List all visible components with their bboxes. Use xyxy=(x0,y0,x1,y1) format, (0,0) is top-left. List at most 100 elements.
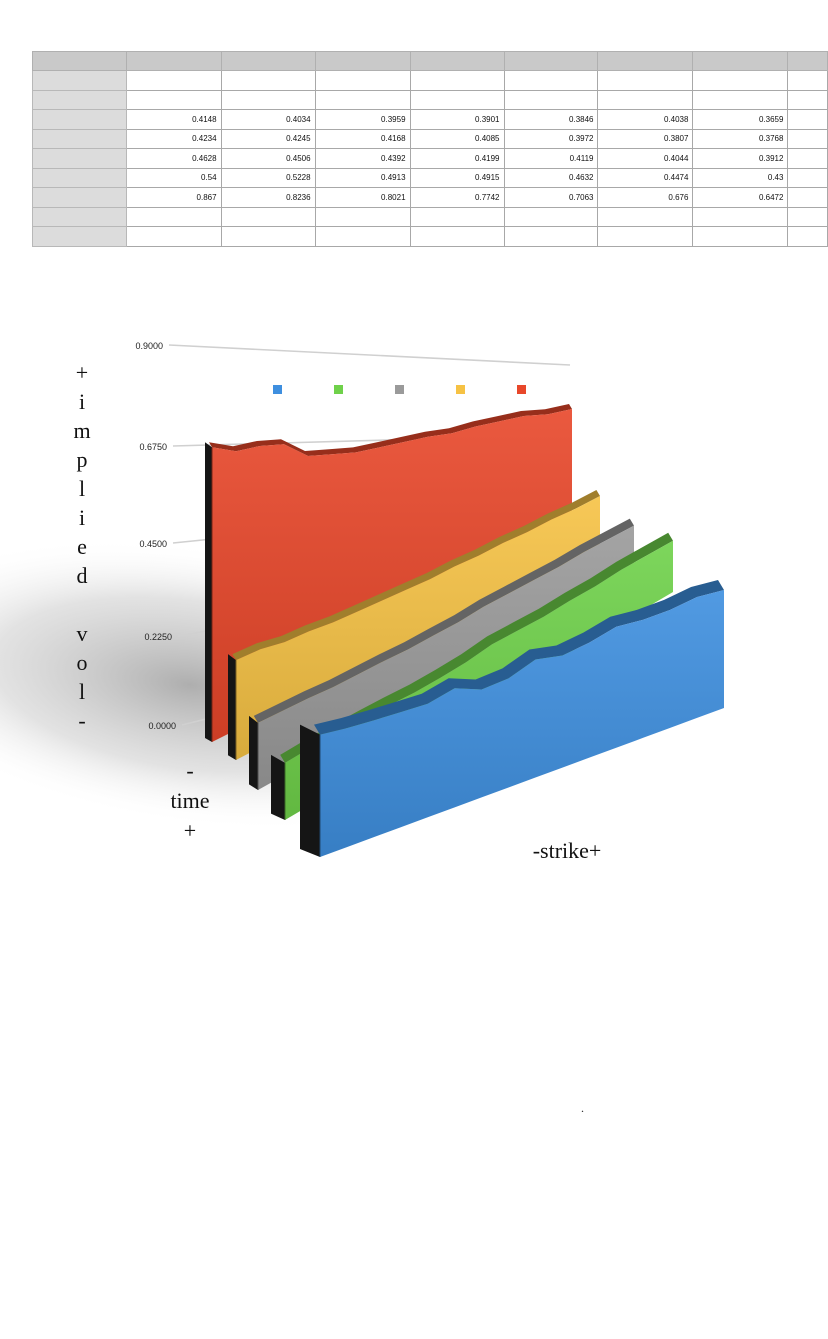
row-header[interactable] xyxy=(32,148,127,169)
sheet-cell[interactable] xyxy=(787,187,828,208)
spreadsheet-table: 0.4148 0.4034 0.3959 0.3901 0.3846 0.4038 0.36… xyxy=(32,51,828,247)
sheet-cell[interactable] xyxy=(409,206,505,227)
sheet-cell[interactable]: 0.3846 xyxy=(503,109,599,130)
sheet-cell[interactable] xyxy=(787,70,828,91)
sheet-cell[interactable] xyxy=(314,89,411,110)
row-header[interactable] xyxy=(32,89,127,110)
sheet-cell[interactable]: 0.4474 xyxy=(597,167,694,188)
column-header[interactable] xyxy=(125,51,222,71)
sheet-cell[interactable]: 0.4632 xyxy=(503,167,599,188)
column-header[interactable] xyxy=(692,51,789,71)
row-header[interactable] xyxy=(32,167,127,188)
sheet-cell[interactable]: 0.8236 xyxy=(220,187,316,208)
sheet-cell[interactable]: 0.867 xyxy=(125,187,222,208)
row-header[interactable] xyxy=(32,70,127,91)
column-header[interactable] xyxy=(409,51,505,71)
sheet-cell[interactable] xyxy=(503,89,599,110)
sheet-cell[interactable]: 0.3912 xyxy=(692,148,789,169)
sheet-cell[interactable] xyxy=(125,206,222,227)
sheet-cell[interactable]: 0.3972 xyxy=(503,128,599,149)
sheet-cell[interactable]: 0.3959 xyxy=(314,109,411,130)
sheet-cell[interactable]: 0.4119 xyxy=(503,148,599,169)
sheet-cell[interactable]: 0.4245 xyxy=(220,128,316,149)
sheet-cell[interactable] xyxy=(692,226,789,247)
sheet-cell[interactable] xyxy=(597,70,694,91)
sheet-cell[interactable]: 0.4913 xyxy=(314,167,411,188)
sheet-row xyxy=(32,89,828,110)
gridline xyxy=(168,344,571,366)
sheet-cell[interactable]: 0.6472 xyxy=(692,187,789,208)
sheet-cell[interactable]: 0.4199 xyxy=(409,148,505,169)
sheet-cell[interactable]: 0.7742 xyxy=(409,187,505,208)
row-header[interactable] xyxy=(32,128,127,149)
sheet-cell[interactable] xyxy=(597,89,694,110)
sheet-cell[interactable] xyxy=(597,206,694,227)
sheet-cell[interactable] xyxy=(692,206,789,227)
sheet-cell[interactable] xyxy=(314,226,411,247)
sheet-cell[interactable]: 0.3659 xyxy=(692,109,789,130)
sheet-cell[interactable] xyxy=(787,148,828,169)
column-header[interactable] xyxy=(314,51,411,71)
sheet-cell[interactable] xyxy=(787,89,828,110)
sheet-cell[interactable]: 0.3807 xyxy=(597,128,694,149)
sheet-cell[interactable] xyxy=(220,89,316,110)
sheet-cell[interactable]: 0.7063 xyxy=(503,187,599,208)
row-header[interactable] xyxy=(32,226,127,247)
sheet-cell[interactable]: 0.4392 xyxy=(314,148,411,169)
sheet-cell[interactable] xyxy=(314,70,411,91)
sheet-cell[interactable]: 0.4038 xyxy=(597,109,694,130)
sheet-cell[interactable]: 0.4044 xyxy=(597,148,694,169)
sheet-cell[interactable] xyxy=(409,70,505,91)
y-axis-label-char: d xyxy=(77,563,88,588)
sheet-cell[interactable] xyxy=(692,70,789,91)
row-header[interactable] xyxy=(32,206,127,227)
sheet-cell[interactable] xyxy=(409,89,505,110)
sheet-cell[interactable] xyxy=(409,226,505,247)
column-header[interactable] xyxy=(787,51,828,71)
sheet-cell[interactable] xyxy=(220,206,316,227)
column-header[interactable] xyxy=(32,51,127,71)
sheet-cell[interactable]: 0.3901 xyxy=(409,109,505,130)
sheet-cell[interactable]: 0.676 xyxy=(597,187,694,208)
sheet-cell[interactable]: 0.4915 xyxy=(409,167,505,188)
y-axis-label-char: i xyxy=(79,389,85,414)
sheet-cell[interactable]: 0.5228 xyxy=(220,167,316,188)
sheet-cell[interactable] xyxy=(503,70,599,91)
sheet-cell[interactable]: 0.43 xyxy=(692,167,789,188)
sheet-cell[interactable] xyxy=(125,226,222,247)
sheet-cell[interactable]: 0.4148 xyxy=(125,109,222,130)
sheet-cell[interactable] xyxy=(692,89,789,110)
sheet-cell[interactable] xyxy=(314,206,411,227)
sheet-row: 0.54 0.5228 0.4913 0.4915 0.4632 0.4474 0.43 xyxy=(32,167,828,188)
sheet-cell[interactable] xyxy=(220,226,316,247)
sheet-cell[interactable] xyxy=(503,226,599,247)
sheet-cell[interactable] xyxy=(125,70,222,91)
sheet-cell[interactable] xyxy=(787,226,828,247)
sheet-cell[interactable] xyxy=(787,167,828,188)
sheet-cell[interactable] xyxy=(125,89,222,110)
sheet-cell[interactable]: 0.4085 xyxy=(409,128,505,149)
footer-dot: . xyxy=(581,1101,584,1115)
sheet-cell[interactable] xyxy=(787,109,828,130)
row-header[interactable] xyxy=(32,187,127,208)
column-header[interactable] xyxy=(597,51,694,71)
sheet-cell[interactable]: 0.4168 xyxy=(314,128,411,149)
column-header[interactable] xyxy=(503,51,599,71)
sheet-cell[interactable]: 0.4506 xyxy=(220,148,316,169)
sheet-cell[interactable]: 0.8021 xyxy=(314,187,411,208)
sheet-row: 0.4234 0.4245 0.4168 0.4085 0.3972 0.3807 0.37… xyxy=(32,128,828,149)
sheet-cell[interactable] xyxy=(787,128,828,149)
sheet-cell[interactable]: 0.4628 xyxy=(125,148,222,169)
sheet-cell[interactable]: 0.3768 xyxy=(692,128,789,149)
row-header[interactable] xyxy=(32,109,127,130)
sheet-cell[interactable] xyxy=(220,70,316,91)
sheet-cell[interactable] xyxy=(597,226,694,247)
sheet-cell[interactable] xyxy=(787,206,828,227)
sheet-cell[interactable] xyxy=(503,206,599,227)
sheet-cell[interactable]: 0.4234 xyxy=(125,128,222,149)
sheet-cell[interactable]: 0.54 xyxy=(125,167,222,188)
column-header[interactable] xyxy=(220,51,316,71)
y-tick-label: 0.9000 xyxy=(135,341,163,351)
sheet-cell[interactable]: 0.4034 xyxy=(220,109,316,130)
